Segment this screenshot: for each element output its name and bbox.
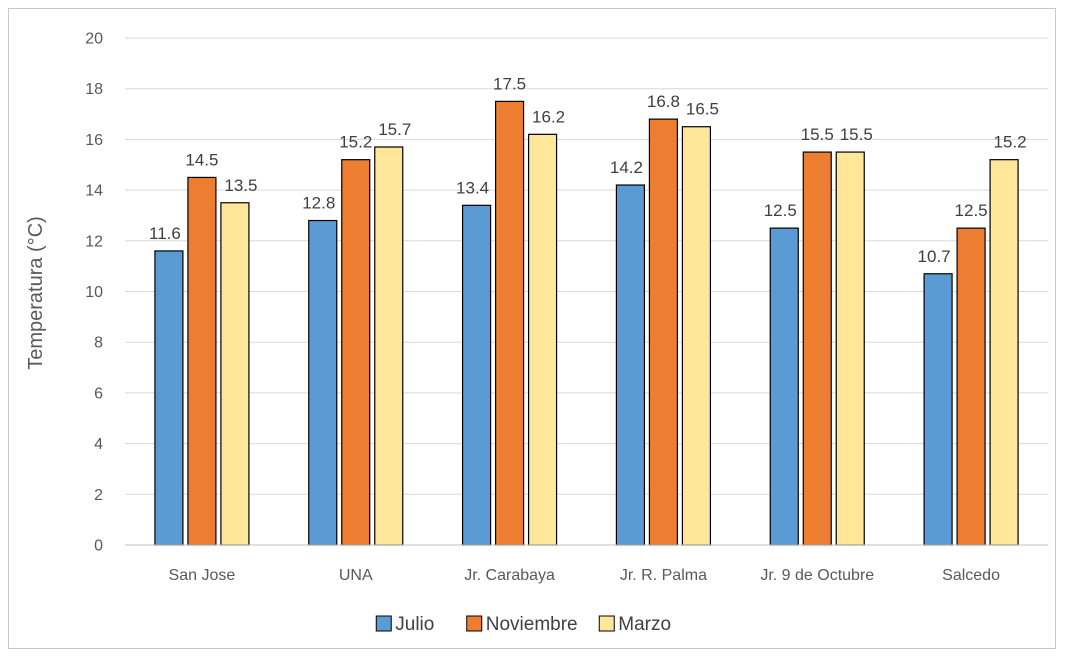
data-label: 15.2 <box>339 133 372 152</box>
data-label: 14.5 <box>185 150 218 169</box>
y-tick-label: 16 <box>85 132 103 149</box>
y-tick-label: 6 <box>94 385 103 402</box>
data-label: 13.4 <box>456 178 489 197</box>
bar-julio <box>308 219 338 546</box>
y-tick-label: 18 <box>85 81 103 98</box>
y-tick-label: 4 <box>94 436 103 453</box>
gridlines <box>125 37 1048 495</box>
y-tick-label: 10 <box>85 284 103 301</box>
x-axis-ticks: San Jose UNA Jr. Carabaya Jr. R. Palma Jr. 9… <box>169 567 1001 584</box>
data-label: 12.5 <box>955 201 988 220</box>
data-label: 16.8 <box>647 92 680 111</box>
y-axis-label: Temperatura (°C) <box>25 216 47 370</box>
bar-noviembre <box>187 176 217 546</box>
data-label: 15.5 <box>840 125 873 144</box>
data-label: 17.5 <box>493 74 526 93</box>
legend: Julio Noviembre Marzo <box>375 614 671 635</box>
bar-marzo <box>527 133 558 546</box>
bar-noviembre <box>341 159 371 546</box>
data-label: 10.7 <box>918 247 951 266</box>
legend-label: Noviembre <box>486 614 578 635</box>
legend-swatch-julio <box>375 615 392 632</box>
x-tick-label: Jr. Carabaya <box>464 567 555 584</box>
y-tick-label: 2 <box>94 487 103 504</box>
legend-swatch-marzo <box>598 615 615 632</box>
data-label: 13.5 <box>224 176 257 195</box>
legend-label: Marzo <box>618 614 671 635</box>
x-tick-label: Jr. 9 de Octubre <box>760 567 874 584</box>
x-tick-label: San Jose <box>169 567 236 584</box>
x-tick-label: UNA <box>339 567 373 584</box>
bars <box>154 100 1019 546</box>
bar-noviembre <box>802 151 832 546</box>
data-label: 16.2 <box>532 107 565 126</box>
y-tick-label: 0 <box>94 538 103 555</box>
data-label: 16.5 <box>686 100 719 119</box>
data-label: 14.2 <box>610 158 643 177</box>
bar-julio <box>615 184 646 546</box>
y-axis-ticks: 0 2 4 6 8 10 12 14 16 18 20 <box>85 31 103 555</box>
data-label: 11.6 <box>149 224 181 243</box>
data-labels: 11.6 14.5 13.5 12.8 15.2 15.7 13.4 17.5 16.2 14.2… <box>149 74 1027 265</box>
x-tick-label: Jr. R. Palma <box>620 567 707 584</box>
bar-noviembre <box>648 118 679 546</box>
y-tick-label: 20 <box>85 31 103 48</box>
data-label: 15.2 <box>994 133 1027 152</box>
data-label: 12.8 <box>302 194 335 213</box>
legend-swatch-noviembre <box>466 615 483 632</box>
x-tick-label: Salcedo <box>942 567 1000 584</box>
bar-marzo <box>989 159 1019 546</box>
bar-marzo <box>220 202 250 546</box>
data-label: 15.7 <box>378 120 411 139</box>
y-tick-label: 12 <box>85 233 103 250</box>
data-label: 15.5 <box>801 125 834 144</box>
bar-noviembre <box>956 227 986 546</box>
legend-label: Julio <box>395 614 434 635</box>
data-label: 12.5 <box>764 201 797 220</box>
bar-marzo <box>835 151 865 546</box>
bar-julio <box>154 250 184 546</box>
bar-noviembre <box>494 100 525 546</box>
y-tick-label: 8 <box>94 335 103 352</box>
bar-julio <box>923 273 953 546</box>
bar-julio <box>769 227 799 546</box>
y-tick-label: 14 <box>85 183 103 200</box>
bar-julio <box>461 204 492 546</box>
bar-marzo <box>681 126 712 546</box>
bar-marzo <box>374 146 404 546</box>
